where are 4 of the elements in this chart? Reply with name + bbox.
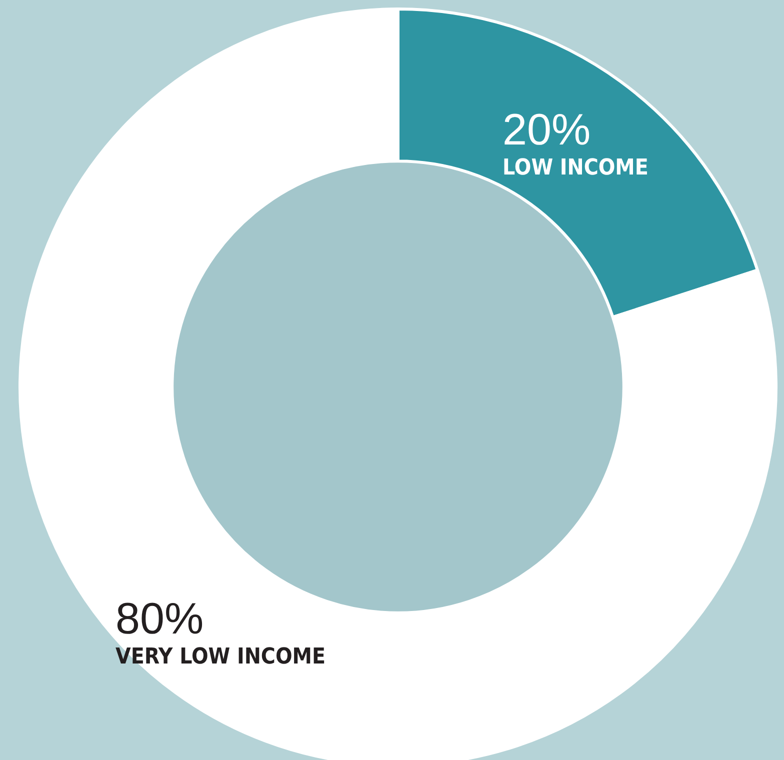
slice-label: LOW INCOME: [502, 156, 648, 181]
slice-label: VERY LOW INCOME: [116, 644, 326, 670]
data-label: 80%: [116, 594, 204, 644]
data-label: 20%: [502, 106, 591, 155]
